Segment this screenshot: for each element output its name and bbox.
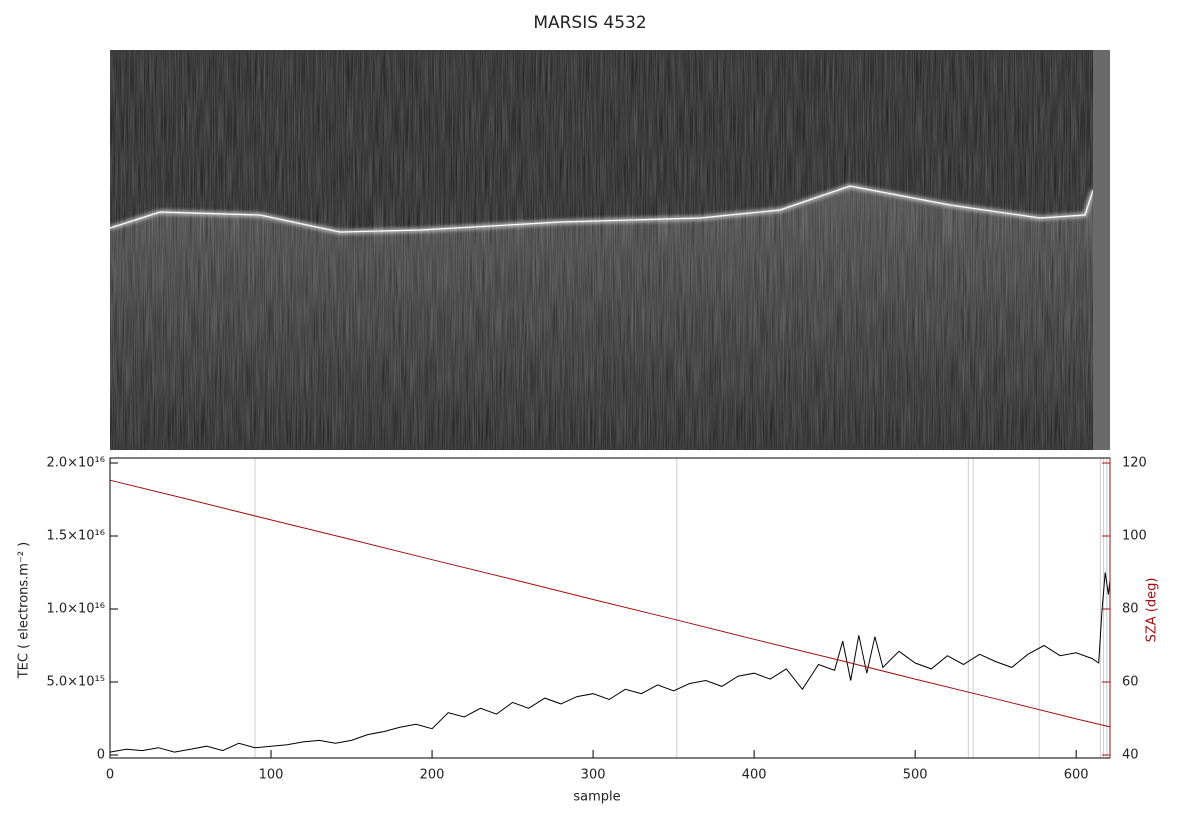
x-tick-label: 400 xyxy=(742,768,767,783)
y2-tick-label: 60 xyxy=(1122,675,1139,690)
y-tick-label: 5.0×10¹⁵ xyxy=(46,675,105,690)
chart-title: MARSIS 4532 xyxy=(533,13,646,33)
y-tick-label: 1.0×10¹⁶ xyxy=(46,602,105,617)
x-tick-label: 600 xyxy=(1064,768,1089,783)
y-tick-label: 0 xyxy=(97,748,105,763)
series-line xyxy=(109,572,1111,753)
x-tick-label: 500 xyxy=(903,768,928,783)
y2-tick-label: 40 xyxy=(1122,748,1139,763)
y2-tick-label: 100 xyxy=(1122,529,1147,544)
x-tick-label: 0 xyxy=(106,768,114,783)
radargram xyxy=(109,50,1110,450)
y2-tick-label: 120 xyxy=(1122,456,1147,471)
y-axis-title: TEC ( electrons.m⁻² ) xyxy=(17,542,32,680)
x-tick-label: 200 xyxy=(420,768,445,783)
y-tick-label: 1.5×10¹⁶ xyxy=(46,529,105,544)
y2-axis-title: SZA (deg) xyxy=(1145,578,1160,643)
y2-tick-label: 80 xyxy=(1122,602,1139,617)
y-tick-label: 2.0×10¹⁶ xyxy=(46,456,105,471)
series-line xyxy=(109,479,1111,728)
plot-frame xyxy=(109,457,1111,759)
x-tick-label: 100 xyxy=(259,768,284,783)
x-tick-label: 300 xyxy=(581,768,606,783)
x-axis-title: sample xyxy=(573,790,620,805)
